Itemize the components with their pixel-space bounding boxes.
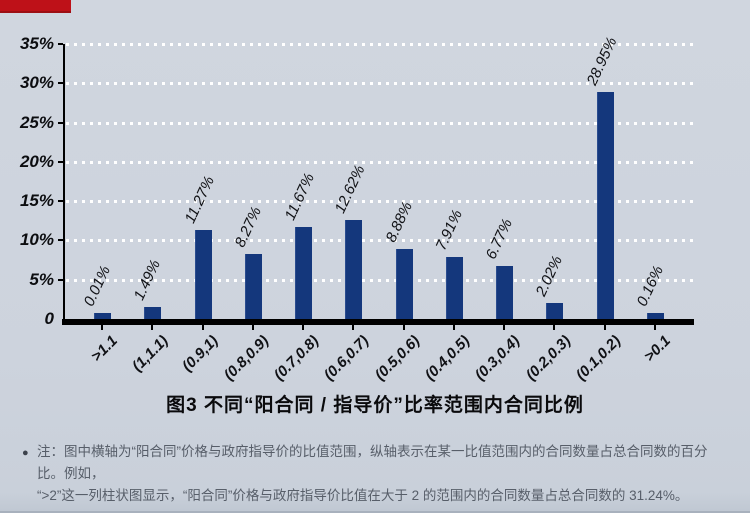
x-category-label: (0.2,0.3) — [522, 332, 574, 384]
x-axis-tick — [352, 325, 355, 330]
bar-(0.3,0.4) — [496, 265, 514, 319]
y-axis-label: 25% — [19, 112, 54, 132]
x-axis-tick — [201, 325, 204, 330]
x-category-label: (0.6,0.7) — [321, 332, 373, 384]
bar-value-label: 2.02% — [533, 253, 567, 300]
gridline-30% — [66, 82, 696, 86]
y-axis-label: 0 — [44, 309, 54, 328]
x-category-label: (0.5,0.6) — [371, 332, 423, 384]
bar-value-label: 12.62% — [331, 162, 369, 216]
red-corner-marker — [0, 0, 71, 13]
x-axis-tick — [653, 325, 656, 330]
x-category-label: (0.1,0.2) — [572, 332, 625, 384]
x-axis-line — [62, 319, 694, 325]
bar-(0.4,0.5) — [445, 256, 463, 319]
gridline-25% — [66, 121, 696, 125]
y-axis-tick — [58, 43, 63, 45]
y-axis-tick — [58, 239, 63, 242]
chart-title: 图3 不同“阳合同 / 指导价”比率范围内合同比例 — [166, 395, 584, 416]
x-axis-tick — [503, 325, 506, 330]
y-axis-label: 35% — [19, 34, 54, 53]
bar-value-label: 11.67% — [281, 171, 319, 224]
note-line-2: “>2”这一列柱状图显示，“阳合同”价格与政府指导价比值在大于 2 的范围内的合… — [37, 488, 689, 503]
note-line-1: 注：图中横轴为“阳合同”价格与政府指导价的比值范围，纵轴表示在某一比值范围内的合… — [37, 444, 708, 481]
y-axis-tick — [58, 160, 63, 163]
bar-value-label: 8.27% — [231, 204, 265, 251]
x-axis-tick — [553, 325, 556, 330]
y-axis-label: 10% — [19, 230, 54, 250]
bar-(0.7,0.8) — [295, 227, 313, 319]
x-category-label: >0.1 — [641, 332, 675, 366]
bar->1.1 — [94, 312, 111, 319]
x-category-label: (0.9,1) — [179, 332, 222, 375]
y-axis-tick — [58, 82, 63, 85]
bar-(1,1.1) — [144, 307, 162, 319]
bar-value-label: 8.88% — [382, 199, 416, 246]
x-category-label: (0.7,0.8) — [270, 332, 323, 384]
bar-value-label: 0.16% — [633, 262, 667, 309]
footnote: ● 注：图中横轴为“阳合同”价格与政府指导价的比值范围，纵轴表示在某一比值范围内… — [22, 441, 728, 507]
y-axis-tick — [58, 278, 63, 281]
bar-(0.8,0.9) — [244, 254, 262, 319]
x-axis-tick — [251, 325, 254, 330]
bar-(0.5,0.6) — [395, 249, 413, 319]
x-axis-tick — [402, 325, 405, 330]
y-axis-tick — [58, 200, 63, 203]
x-category-label: (0.3,0.4) — [471, 332, 524, 384]
x-axis-tick — [101, 325, 103, 330]
y-axis-line — [63, 44, 65, 319]
bar-(0.9,1) — [194, 230, 212, 319]
x-category-label: >1.1 — [88, 332, 122, 366]
page-bottom-edge — [0, 511, 750, 513]
gridline-5% — [66, 278, 696, 282]
gridline-10% — [66, 239, 696, 243]
note-bullet-icon: ● — [22, 447, 29, 459]
x-axis-tick — [603, 325, 606, 330]
x-category-label: (0.4,0.5) — [421, 332, 474, 384]
gridline-15% — [66, 200, 696, 204]
y-axis-label: 20% — [19, 151, 54, 171]
bar-value-label: 7.91% — [432, 207, 466, 253]
x-axis-tick — [302, 325, 305, 330]
bar-(0.6,0.7) — [345, 219, 363, 319]
x-category-label: (0.8,0.9) — [220, 332, 273, 384]
bar-(0.2,0.3) — [546, 303, 564, 319]
y-axis-label: 5% — [29, 269, 54, 289]
gridline-35% — [66, 43, 696, 46]
y-axis-label: 15% — [19, 191, 54, 211]
bar-value-label: 0.01% — [80, 262, 114, 309]
x-axis-tick — [452, 325, 455, 330]
y-axis-label: 30% — [19, 73, 54, 93]
y-axis-tick — [58, 121, 63, 124]
x-axis-tick — [151, 325, 154, 330]
bar-(0.1,0.2) — [596, 91, 614, 319]
x-category-label: (1,1.1) — [128, 332, 172, 375]
gridline-20% — [66, 160, 696, 164]
bar->0.1 — [646, 312, 664, 319]
note-text: 注：图中横轴为“阳合同”价格与政府指导价的比值范围，纵轴表示在某一比值范围内的合… — [37, 441, 728, 507]
